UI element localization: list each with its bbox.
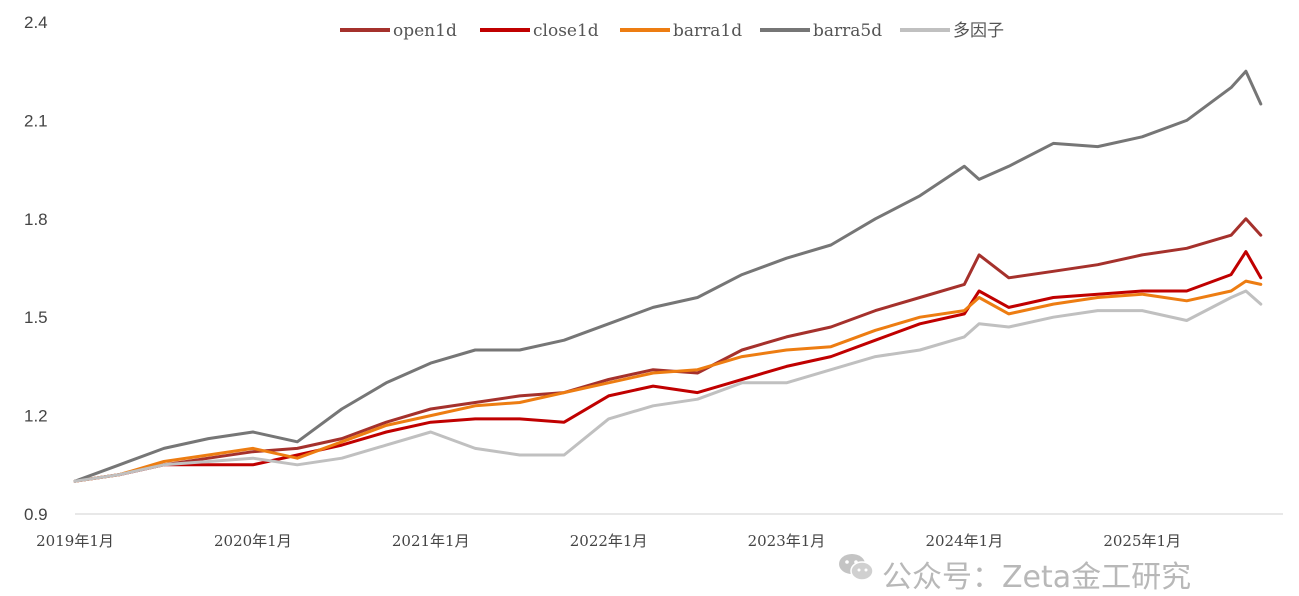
x-tick-label: 2022年1月 xyxy=(570,532,648,550)
series-line-1 xyxy=(73,250,1263,483)
legend-label: barra5d xyxy=(813,21,882,41)
y-tick-label: 0.9 xyxy=(24,505,48,524)
y-tick-label: 1.5 xyxy=(24,308,48,327)
legend-label: open1d xyxy=(393,21,457,41)
legend-label: 多因子 xyxy=(953,21,1004,41)
x-tick-label: 2019年1月 xyxy=(36,532,114,550)
x-tick-label: 2025年1月 xyxy=(1103,532,1181,550)
series-line-2 xyxy=(73,279,1263,483)
legend-label: close1d xyxy=(533,21,599,41)
y-tick-label: 2.1 xyxy=(24,111,48,130)
wechat-icon xyxy=(838,554,874,594)
y-tick-label: 1.8 xyxy=(24,210,48,229)
series-line-4 xyxy=(73,289,1263,483)
series-line-0 xyxy=(73,217,1263,483)
y-tick-label: 1.2 xyxy=(24,407,48,426)
x-tick-label: 2024年1月 xyxy=(925,532,1003,550)
x-tick-label: 2023年1月 xyxy=(748,532,826,550)
y-tick-label: 2.4 xyxy=(24,13,48,32)
legend-label: barra1d xyxy=(673,21,742,41)
watermark: 公众号：Zeta金工研究 xyxy=(838,552,1191,596)
series-line-3 xyxy=(73,69,1263,483)
watermark-text: 公众号：Zeta金工研究 xyxy=(882,560,1192,595)
x-tick-label: 2021年1月 xyxy=(392,532,470,550)
x-tick-label: 2020年1月 xyxy=(214,532,292,550)
